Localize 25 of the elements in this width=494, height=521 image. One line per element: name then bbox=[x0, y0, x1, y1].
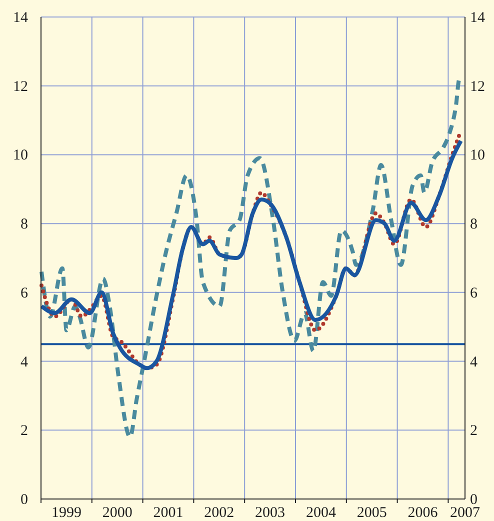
y2-tick-label: 10 bbox=[470, 148, 485, 164]
y-tick-label: 14 bbox=[13, 10, 28, 26]
y2-tick-label: 4 bbox=[470, 354, 478, 370]
y2-tick-label: 6 bbox=[470, 285, 478, 302]
y2-tick-label: 8 bbox=[470, 216, 478, 233]
x-tick-label: 2004 bbox=[306, 505, 336, 521]
x-tick-label: 2000 bbox=[102, 505, 132, 521]
x-tick-label: 2007 bbox=[450, 505, 480, 521]
x-tick-label: 2001 bbox=[153, 505, 184, 521]
y-tick-label: 8 bbox=[20, 216, 28, 233]
y-tick-label: 4 bbox=[20, 354, 28, 370]
y2-tick-label: 14 bbox=[470, 10, 486, 26]
x-tick-label: 2005 bbox=[356, 505, 387, 521]
y2-tick-label: 0 bbox=[470, 492, 478, 508]
x-tick-label: 2003 bbox=[255, 505, 286, 521]
x-tick-label: 1999 bbox=[51, 505, 82, 521]
x-tick-label: 2006 bbox=[408, 505, 438, 521]
y-tick-label: 12 bbox=[13, 78, 28, 95]
y-tick-label: 2 bbox=[20, 423, 28, 440]
y-tick-label: 0 bbox=[20, 492, 28, 508]
y2-tick-label: 12 bbox=[470, 78, 485, 95]
y2-tick-label: 2 bbox=[470, 423, 478, 440]
y-tick-label: 10 bbox=[13, 148, 28, 164]
x-tick-label: 2002 bbox=[204, 505, 234, 521]
y-tick-label: 6 bbox=[20, 285, 28, 302]
